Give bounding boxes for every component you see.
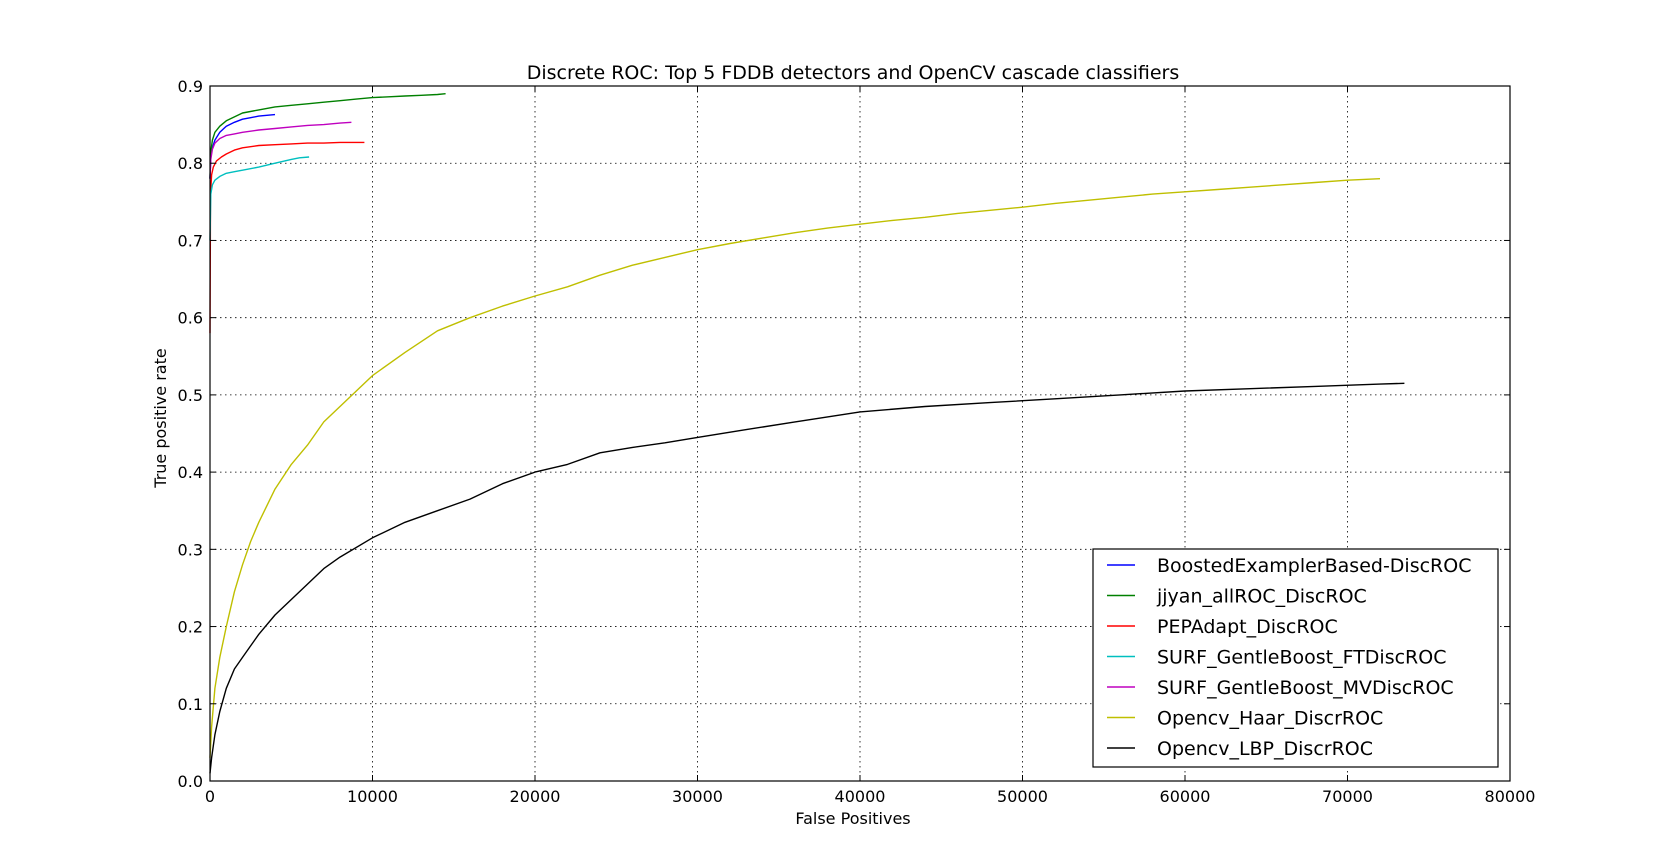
series-line-surf-gentleboost-mvdiscroc: [209, 121, 352, 179]
x-tick-label: 40000: [835, 787, 886, 806]
series-lines: [209, 93, 1405, 774]
x-tick-label: 60000: [1160, 787, 1211, 806]
series-line-opencv-haar-discrroc: [209, 178, 1381, 758]
series-line-pepadapt-discroc: [209, 141, 365, 334]
y-tick-label: 0.3: [178, 540, 203, 559]
y-tick-label: 0.9: [178, 77, 203, 96]
chart-title: Discrete ROC: Top 5 FDDB detectors and O…: [527, 62, 1180, 84]
y-tick-label: 0.1: [178, 695, 203, 714]
y-tick-label: 0.5: [178, 386, 203, 405]
series-line-boostedexamplerbased-discroc: [209, 113, 276, 179]
x-tick-label: 20000: [510, 787, 561, 806]
y-tick-label: 0.0: [178, 772, 203, 791]
y-tick-label: 0.8: [178, 154, 203, 173]
legend-label: jjyan_allROC_DiscROC: [1156, 586, 1367, 608]
y-axis-label: True positive rate: [151, 348, 170, 488]
legend: BoostedExamplerBased-DiscROC jjyan_allROC…: [1092, 548, 1499, 768]
x-tick-label: 10000: [347, 787, 398, 806]
y-tick-label: 0.2: [178, 618, 203, 637]
y-tick-label: 0.7: [178, 231, 203, 250]
legend-label: Opencv_LBP_DiscrROC: [1157, 738, 1373, 760]
y-tick-label: 0.6: [178, 309, 203, 328]
legend-label: SURF_GentleBoost_FTDiscROC: [1157, 647, 1446, 669]
series-line-surf-gentleboost-ftdiscroc: [209, 156, 310, 241]
x-tick-label: 80000: [1485, 787, 1536, 806]
legend-label: PEPAdapt_DiscROC: [1157, 616, 1338, 638]
legend-label: Opencv_Haar_DiscrROC: [1157, 708, 1383, 730]
legend-label: SURF_GentleBoost_MVDiscROC: [1157, 677, 1454, 699]
grid-lines: [210, 86, 1510, 781]
x-tick-label: 30000: [672, 787, 723, 806]
x-tick-label: 70000: [1322, 787, 1373, 806]
axis-ticks: 0 10000 20000 30000 40000 50000 60000 70000 8000…: [178, 77, 1536, 806]
legend-label: BoostedExamplerBased-DiscROC: [1157, 555, 1471, 577]
legend-box: [1092, 548, 1499, 768]
y-tick-label: 0.4: [178, 463, 203, 482]
x-axis-label: False Positives: [795, 809, 910, 828]
x-tick-label: 50000: [997, 787, 1048, 806]
x-tick-label: 0: [205, 787, 215, 806]
series-line-jjyan-allroc-discroc: [209, 93, 446, 179]
series-line-opencv-lbp-discrroc: [209, 382, 1405, 774]
